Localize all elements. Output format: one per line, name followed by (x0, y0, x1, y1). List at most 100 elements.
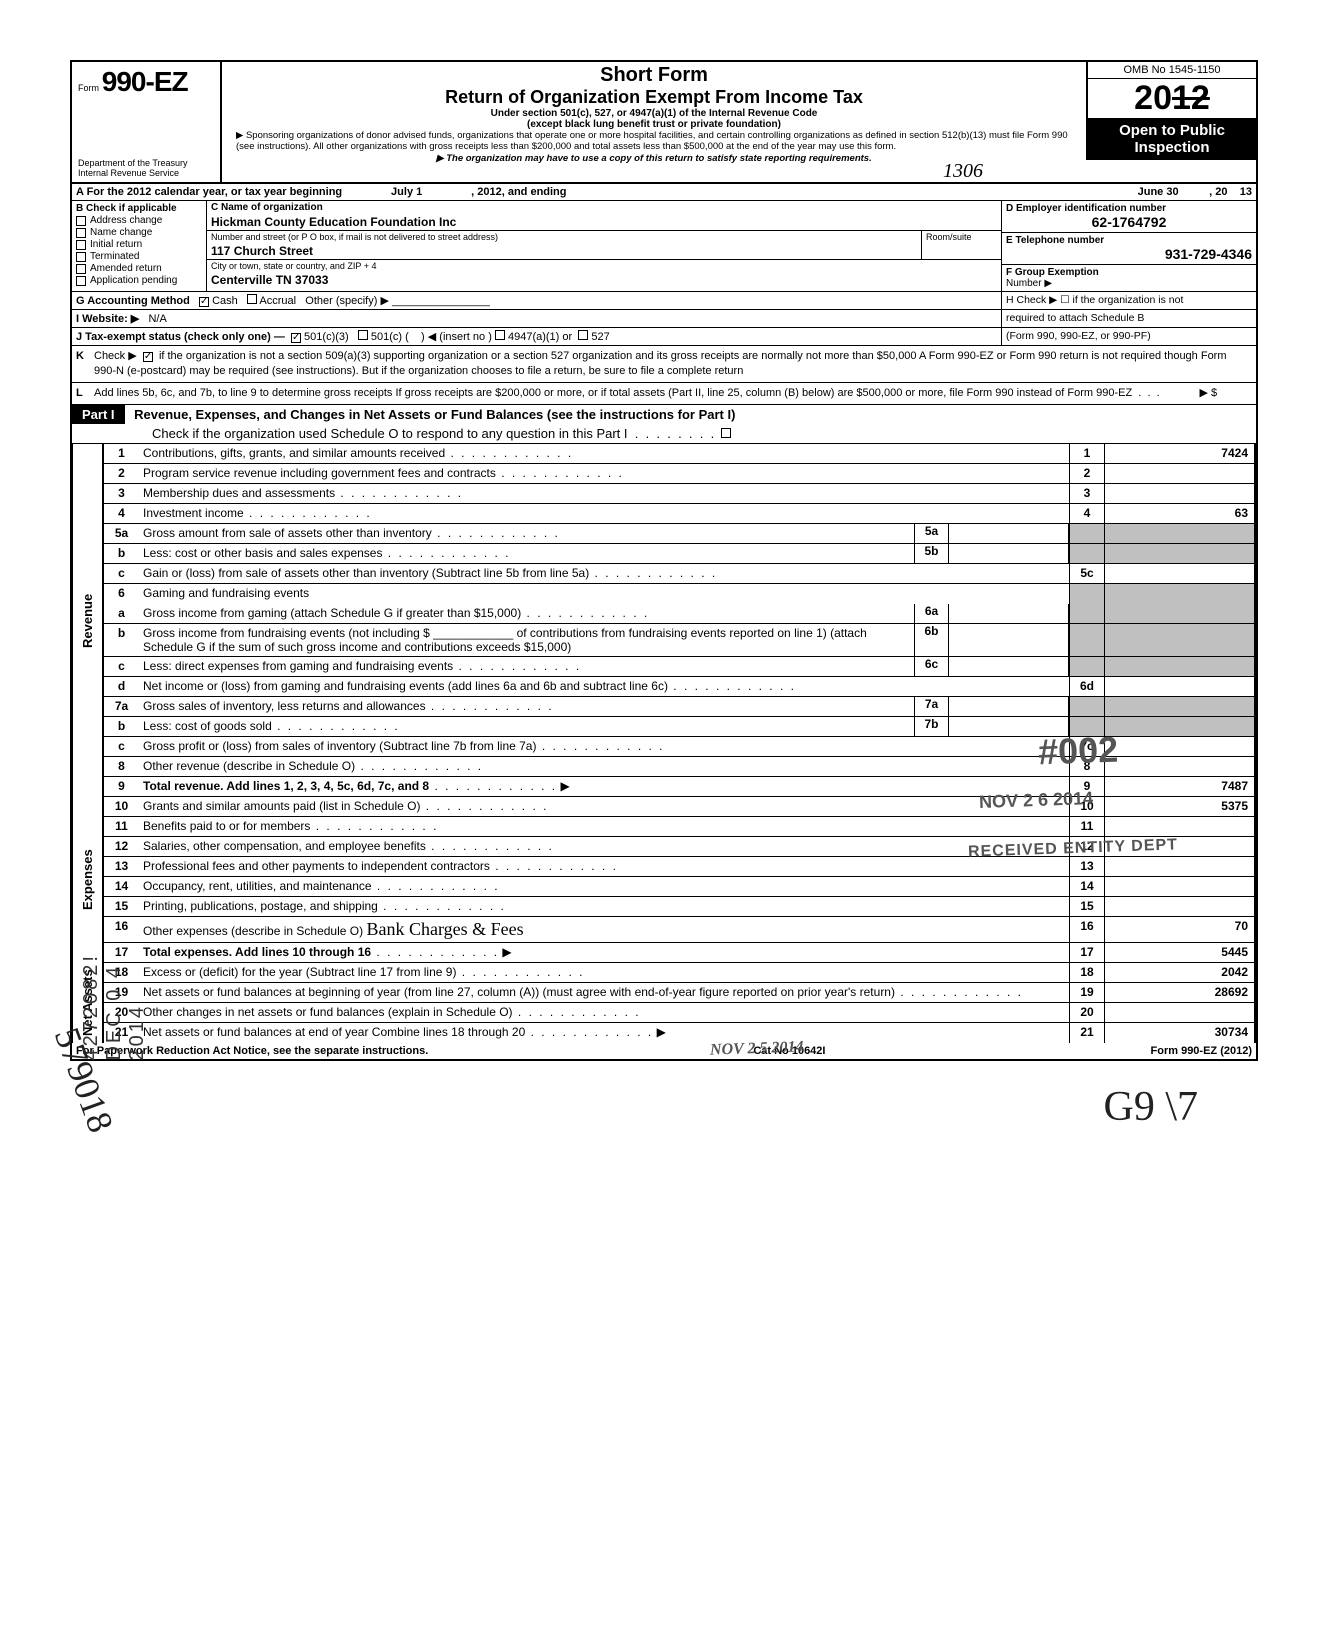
c-name-label: C Name of organization (207, 201, 1001, 214)
line-1-value: 7424 (1104, 444, 1254, 463)
form-header-left: Form 990-EZ Department of the Treasury I… (72, 62, 222, 182)
street-label: Number and street (or P O box, if mail i… (207, 231, 921, 243)
row-l: L Add lines 5b, 6c, and 7b, to line 9 to… (70, 383, 1258, 405)
checkbox-name-change[interactable] (76, 228, 86, 238)
row-a-end-month: June 30 (1138, 186, 1179, 198)
form-header-right: OMB No 1545-1150 2012 Open to Public Ins… (1086, 62, 1256, 160)
line-9-value: 7487 (1104, 777, 1254, 796)
under-section: Under section 501(c), 527, or 4947(a)(1)… (232, 108, 1076, 119)
row-g: G Accounting Method Cash Accrual Other (… (70, 292, 1258, 310)
tax-year: 2012 (1088, 79, 1256, 118)
line-13-value (1104, 857, 1254, 876)
line-8-value (1104, 757, 1254, 776)
line-12-value (1104, 837, 1254, 856)
section-bcdef: B Check if applicable Address change Nam… (70, 201, 1258, 292)
line-15-value (1104, 897, 1254, 916)
line-10-value: 5375 (1104, 797, 1254, 816)
line-14-value (1104, 877, 1254, 896)
signature-bottom: G9 \7 (1104, 1083, 1199, 1131)
checkbox-4947[interactable] (495, 330, 505, 340)
row-i: I Website: ▶ N/A required to attach Sche… (70, 310, 1258, 328)
city-value: Centerville TN 37033 (207, 272, 1001, 288)
dept-treasury: Department of the Treasury (78, 158, 214, 168)
phone-value: 931-729-4346 (1006, 246, 1252, 262)
sponsoring-text: ▶ Sponsoring organizations of donor advi… (232, 130, 1076, 153)
section-h: H Check ▶ ☐ if the organization is not (1001, 292, 1256, 309)
h-line3: (Form 990, 990-EZ, or 990-PF) (1006, 330, 1252, 342)
irs-label: Internal Revenue Service (78, 168, 214, 178)
row-a: A For the 2012 calendar year, or tax yea… (70, 184, 1258, 201)
checkbox-application-pending[interactable] (76, 276, 86, 286)
line-7c-value (1104, 737, 1254, 756)
part1-check-o: Check if the organization used Schedule … (152, 426, 628, 441)
row-a-mid: , 2012, and ending (471, 186, 566, 198)
d-label: D Employer identification number (1006, 203, 1252, 214)
line-3-value (1104, 484, 1254, 503)
checkbox-schedule-o[interactable] (721, 428, 731, 438)
return-title: Return of Organization Exempt From Incom… (232, 87, 1076, 108)
form-label: Form (78, 83, 99, 93)
row-j: J Tax-exempt status (check only one) — 5… (70, 328, 1258, 346)
checkbox-accrual[interactable] (247, 294, 257, 304)
checkbox-terminated[interactable] (76, 252, 86, 262)
part1-header-row: Part I Revenue, Expenses, and Changes in… (70, 405, 1258, 444)
org-name: Hickman County Education Foundation Inc (207, 214, 1001, 230)
city-label: City or town, state or country, and ZIP … (207, 260, 1001, 272)
checkbox-amended-return[interactable] (76, 264, 86, 274)
checkbox-cash[interactable] (199, 297, 209, 307)
footer-row: For Paperwork Reduction Act Notice, see … (70, 1043, 1258, 1061)
row-a-begin: July 1 (391, 186, 422, 198)
h-line1: H Check ▶ ☐ if the organization is not (1006, 294, 1252, 306)
line-11-value (1104, 817, 1254, 836)
line-6d-value (1104, 677, 1254, 696)
except-text: (except black lung benefit trust or priv… (232, 119, 1076, 130)
form-container: 1306 Form 990-EZ Department of the Treas… (70, 60, 1258, 1061)
row-a-label: A For the 2012 calendar year, or tax yea… (76, 186, 342, 198)
row-a-end-year: 13 (1240, 186, 1252, 198)
k-label: K (76, 349, 84, 364)
checkbox-initial-return[interactable] (76, 240, 86, 250)
checkbox-501c3[interactable] (291, 333, 301, 343)
net-assets-block: Net Assets 18Excess or (deficit) for the… (70, 963, 1258, 1043)
checkbox-k[interactable] (143, 352, 153, 362)
column-b: B Check if applicable Address change Nam… (72, 201, 207, 291)
b-label: B Check if applicable (76, 203, 202, 214)
revenue-block: Revenue 1Contributions, gifts, grants, a… (70, 444, 1258, 797)
part1-title: Revenue, Expenses, and Changes in Net As… (134, 407, 735, 422)
room-suite-label: Room/suite (921, 231, 1001, 259)
short-form-title: Short Form (232, 64, 1076, 87)
website-value: N/A (148, 313, 166, 325)
f-label: F Group Exemption (1006, 267, 1252, 278)
line-4-value: 63 (1104, 504, 1254, 523)
line-16-value: 70 (1104, 917, 1254, 942)
l-arrow: ▶ $ (1199, 387, 1217, 399)
line-5c-value (1104, 564, 1254, 583)
checkbox-501c[interactable] (358, 330, 368, 340)
e-label: E Telephone number (1006, 235, 1252, 246)
j-label: J Tax-exempt status (check only one) — (76, 331, 285, 343)
part1-label: Part I (72, 405, 125, 424)
line-17-value: 5445 (1104, 943, 1254, 962)
line-2-value (1104, 464, 1254, 483)
line-19-value: 28692 (1104, 983, 1254, 1002)
k-text: if the organization is not a section 509… (94, 350, 1227, 377)
column-def: D Employer identification number 62-1764… (1001, 201, 1256, 291)
checkbox-address-change[interactable] (76, 216, 86, 226)
handwritten-1306: 1306 (943, 160, 983, 183)
form-number: 990-EZ (102, 66, 188, 97)
street-value: 117 Church Street (207, 243, 921, 259)
checkbox-527[interactable] (578, 330, 588, 340)
omb-number: OMB No 1545-1150 (1088, 62, 1256, 79)
form-ref: Form 990-EZ (2012) (1151, 1045, 1252, 1057)
side-label-revenue: Revenue (72, 444, 102, 797)
row-k: K Check ▶ if the organization is not a s… (70, 346, 1258, 383)
line-18-value: 2042 (1104, 963, 1254, 982)
expenses-block: Expenses 10Grants and similar amounts pa… (70, 797, 1258, 963)
l-label: L (76, 386, 83, 401)
row-a-end-prefix: , 20 (1209, 186, 1227, 198)
form-header-center: Short Form Return of Organization Exempt… (222, 62, 1086, 166)
form-header: Form 990-EZ Department of the Treasury I… (70, 60, 1258, 184)
h-line2: required to attach Schedule B (1006, 312, 1252, 324)
l-text: Add lines 5b, 6c, and 7b, to line 9 to d… (94, 387, 1132, 399)
open-to-public: Open to Public Inspection (1088, 118, 1256, 160)
